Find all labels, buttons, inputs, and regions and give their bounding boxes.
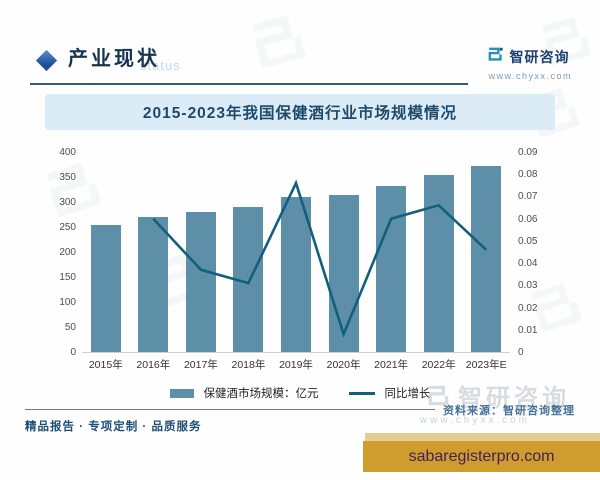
growth-line	[152, 179, 488, 339]
right-axis-tick: 0.07	[518, 191, 538, 203]
right-axis-tick: 0.08	[518, 169, 538, 181]
x-label: 2016年	[136, 359, 171, 371]
x-label: 2020年	[326, 359, 361, 371]
left-axis-tick: 50	[64, 322, 76, 333]
ad-banner-link[interactable]: sabaregisterpro.com	[363, 441, 600, 472]
bar-2017年	[185, 211, 216, 352]
left-axis-tick: 300	[59, 197, 76, 208]
left-axis-tick: 200	[59, 247, 76, 258]
left-axis-ticks: 0 50 100 150 200 250 300 350 400	[38, 147, 76, 358]
x-label: 2021年	[374, 359, 409, 371]
footer-tagline: 精品报告 · 专项定制 · 品质服务	[25, 421, 202, 433]
right-axis-ticks: 0 0.01 0.02 0.03 0.04 0.05 0.06 0.07 0.08 0.09	[518, 147, 562, 358]
right-axis-tick: 0.05	[518, 235, 538, 247]
ad-banner-strip	[365, 433, 600, 443]
watermark-logo-icon	[243, 5, 316, 78]
bar-2015年	[90, 224, 121, 352]
left-axis-tick: 400	[59, 147, 76, 158]
legend-bar-swatch	[169, 388, 194, 398]
bar-2023年E	[471, 166, 502, 352]
watermark-website-text: www.chyxx.com	[419, 415, 530, 426]
header-divider	[30, 83, 468, 85]
x-label: 2018年	[231, 359, 266, 371]
left-axis-tick: 150	[59, 272, 76, 283]
brand-block: 智研咨询 www.chyxx.com	[487, 46, 572, 81]
x-label: 2015年	[88, 359, 123, 371]
left-axis-tick: 250	[59, 222, 76, 233]
ghost-status-text: status	[140, 58, 181, 73]
x-label: 2023年E	[465, 359, 507, 371]
bar-2019年	[281, 196, 311, 352]
bar-2020年	[328, 195, 359, 352]
footer-divider	[25, 409, 435, 410]
left-axis-tick: 350	[59, 172, 76, 183]
right-axis-tick: 0.02	[518, 302, 538, 314]
x-label: 2022年	[421, 359, 456, 371]
left-axis-tick: 100	[59, 297, 76, 308]
brand-name: 智研咨询	[509, 49, 570, 65]
x-label: 2017年	[183, 359, 218, 371]
chart-title: 2015-2023年我国保健酒行业市场规模情况	[45, 94, 555, 130]
left-axis-tick: 0	[70, 347, 76, 358]
diamond-bullet-icon	[35, 49, 58, 72]
plot-area	[82, 152, 510, 353]
right-axis-tick: 0	[518, 347, 524, 358]
brand-logo-icon	[487, 46, 504, 68]
legend: 保健酒市场规模：亿元 同比增长	[0, 385, 600, 401]
right-axis-tick: 0.01	[518, 324, 538, 336]
bar-2016年	[138, 216, 169, 352]
source-note: 资料来源：智研咨询整理	[443, 405, 575, 417]
legend-line-swatch	[348, 391, 375, 395]
brand-website: www.chyxx.com	[488, 71, 572, 81]
ad-banner-text[interactable]: sabaregisterpro.com	[408, 447, 555, 465]
x-label: 2019年	[279, 359, 313, 371]
x-axis-labels: 2015年 2016年 2017年 2018年 2019年 2020年 2021年 2022年…	[82, 357, 510, 373]
right-axis-tick: 0.03	[518, 280, 538, 292]
right-axis-tick: 0.09	[518, 147, 538, 158]
right-axis-tick: 0.04	[518, 258, 538, 270]
bar-2021年	[376, 185, 407, 352]
legend-line-label: 同比增长	[384, 388, 431, 400]
section-title: 产业现状	[68, 48, 160, 70]
right-axis-tick: 0.06	[518, 213, 538, 225]
legend-bar-label: 保健酒市场规模：亿元	[203, 388, 319, 400]
